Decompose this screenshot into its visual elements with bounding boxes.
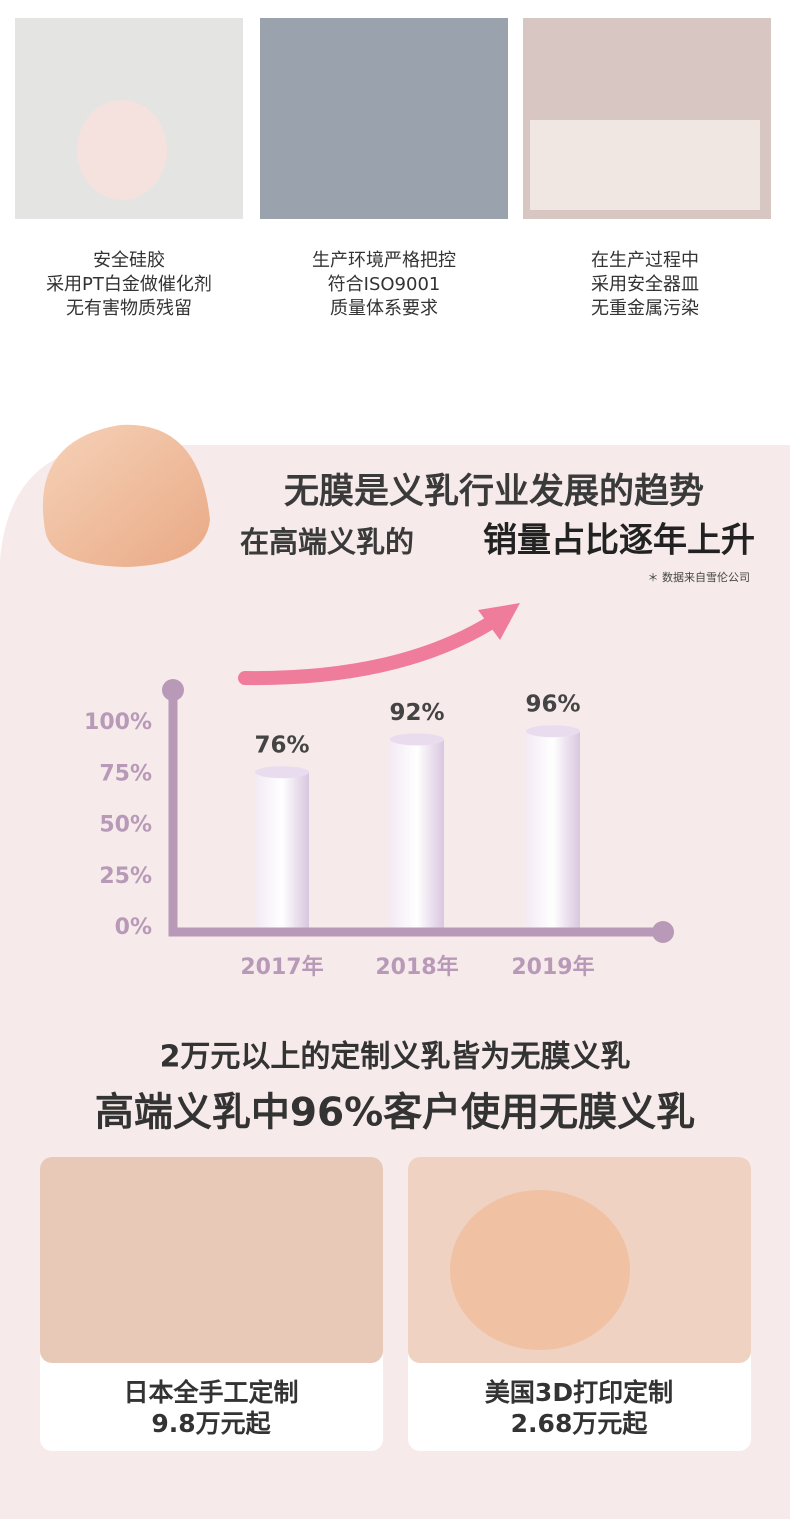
feature-text: 在生产过程中 bbox=[591, 250, 699, 271]
trend-subtitle: 在高端义乳的 bbox=[240, 525, 414, 559]
trend-subtitle-emphasis: 销量占比逐年上升 bbox=[483, 521, 755, 561]
card-title: 日本全手工定制 bbox=[123, 1378, 298, 1407]
x-tick-label: 2019年 bbox=[511, 954, 594, 980]
card-price: 2.68万元起 bbox=[511, 1409, 649, 1438]
axis bbox=[168, 690, 663, 937]
feature-text: 质量体系要求 bbox=[330, 298, 438, 319]
card-price: 9.8万元起 bbox=[151, 1409, 271, 1438]
trend-arrow bbox=[238, 613, 502, 686]
photo-detail bbox=[530, 120, 760, 210]
bar bbox=[526, 731, 580, 928]
y-tick-label: 0% bbox=[115, 915, 152, 940]
feature-text: 采用PT白金做催化剂 bbox=[46, 274, 212, 295]
value-label: 96% bbox=[525, 692, 580, 718]
axis-end bbox=[162, 679, 184, 701]
y-tick-label: 75% bbox=[99, 761, 152, 786]
feature-text: 安全硅胶 bbox=[93, 250, 165, 271]
axis-end bbox=[652, 921, 674, 943]
photo-detail bbox=[77, 100, 167, 200]
trend-title: 无膜是义乳行业发展的趋势 bbox=[284, 472, 704, 512]
feature-text: 生产环境严格把控 bbox=[312, 250, 456, 271]
feature-text: 符合ISO9001 bbox=[328, 274, 441, 295]
source-note: ＊ 数据来自雪伦公司 bbox=[648, 570, 751, 584]
chart: 0% 25% 50% 75% 100% 76% 2017年 92% 2018年 96% 2019年 bbox=[84, 679, 674, 980]
x-tick-label: 2018年 bbox=[375, 954, 458, 980]
x-tick-label: 2017年 bbox=[240, 954, 323, 980]
product-image bbox=[42, 424, 210, 567]
value-label: 76% bbox=[254, 733, 309, 759]
headline: 高端义乳中96%客户使用无膜义乳 bbox=[95, 1091, 695, 1136]
feature-text: 无有害物质残留 bbox=[66, 298, 192, 319]
card-title: 美国3D打印定制 bbox=[485, 1378, 673, 1407]
photo bbox=[260, 18, 508, 219]
y-tick-label: 25% bbox=[99, 864, 152, 889]
bar-top bbox=[255, 766, 309, 779]
trend-arrow-head bbox=[478, 603, 520, 640]
value-label: 92% bbox=[389, 700, 444, 726]
feature-text: 采用安全器皿 bbox=[591, 274, 699, 295]
y-tick-label: 50% bbox=[99, 813, 152, 838]
headline: 2万元以上的定制义乳皆为无膜义乳 bbox=[160, 1040, 631, 1075]
bar bbox=[390, 739, 444, 928]
feature-text: 无重金属污染 bbox=[591, 298, 699, 319]
card-photo-detail bbox=[450, 1190, 630, 1350]
bar bbox=[255, 772, 309, 928]
y-tick-label: 100% bbox=[84, 710, 152, 735]
bar-top bbox=[390, 733, 444, 746]
card-photo bbox=[40, 1157, 383, 1363]
bar-top bbox=[526, 725, 580, 738]
